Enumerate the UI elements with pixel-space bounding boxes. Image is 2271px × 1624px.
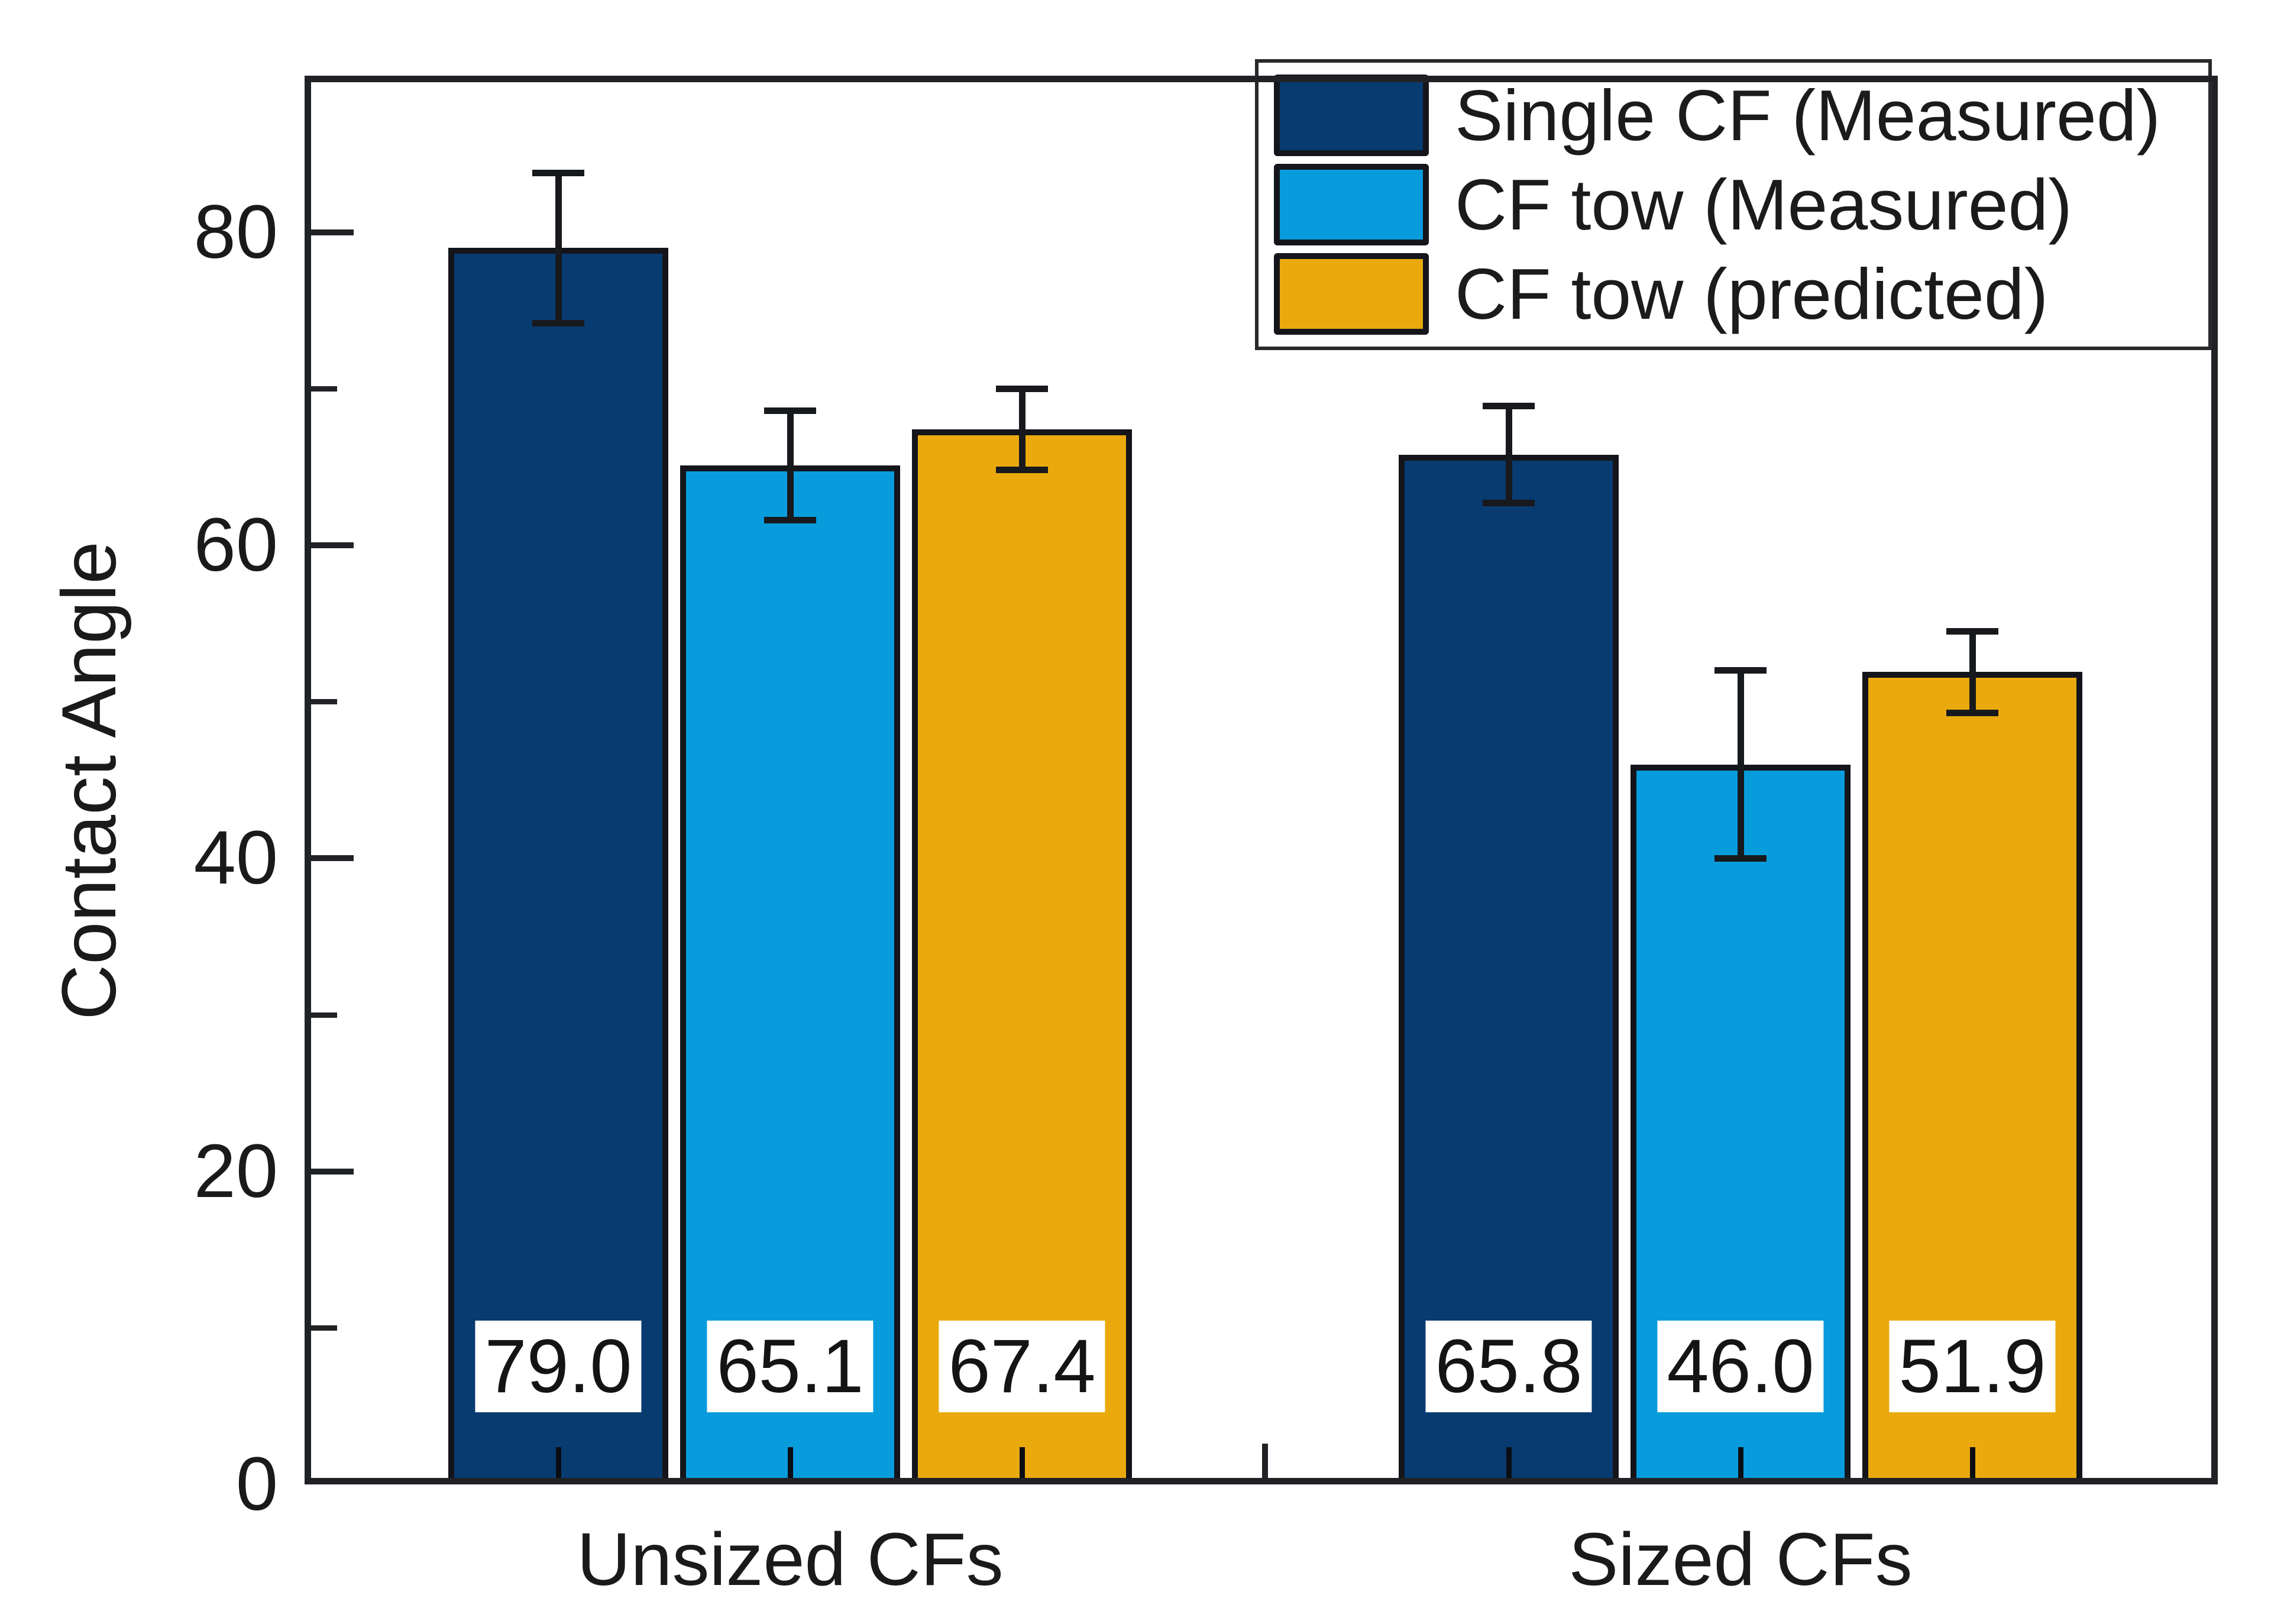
y-tick-major bbox=[311, 855, 354, 862]
error-bar-cap bbox=[532, 169, 584, 176]
legend-swatch-cf-tow-measured bbox=[1274, 164, 1429, 245]
error-bar-cap bbox=[1714, 855, 1767, 862]
bar bbox=[1399, 454, 1619, 1484]
error-bar bbox=[1969, 631, 1976, 713]
bar-center-tick bbox=[787, 1447, 793, 1480]
error-bar bbox=[787, 410, 794, 520]
error-bar-cap bbox=[996, 467, 1048, 474]
y-tick-label: 80 bbox=[193, 189, 278, 274]
legend-row: Single CF (Measured) bbox=[1274, 72, 2202, 158]
y-tick-minor bbox=[311, 699, 337, 705]
error-bar bbox=[1505, 406, 1512, 503]
error-bar-cap bbox=[1946, 628, 1998, 635]
legend-row: CF tow (Measured) bbox=[1274, 161, 2202, 248]
y-tick-major bbox=[311, 1168, 354, 1175]
error-bar-cap bbox=[764, 407, 816, 414]
y-tick-label: 40 bbox=[193, 816, 278, 901]
error-bar bbox=[1737, 670, 1744, 859]
error-bar-cap bbox=[1483, 402, 1535, 409]
value-label: 79.0 bbox=[475, 1320, 642, 1412]
y-tick-minor bbox=[311, 1012, 337, 1018]
x-axis-boundary-tick bbox=[1262, 1444, 1268, 1478]
bar bbox=[448, 248, 668, 1484]
y-tick-major bbox=[311, 229, 354, 235]
bar bbox=[680, 465, 900, 1484]
category-label: Sized CFs bbox=[1568, 1518, 1913, 1601]
error-bar-cap bbox=[1714, 667, 1767, 674]
y-tick-minor bbox=[311, 386, 337, 392]
legend-label: Single CF (Measured) bbox=[1455, 75, 2161, 156]
legend-row: CF tow (predicted) bbox=[1274, 251, 2202, 337]
bar-center-tick bbox=[1506, 1447, 1512, 1480]
bar-center-tick bbox=[555, 1447, 561, 1480]
bar-center-tick bbox=[1738, 1447, 1743, 1480]
bar-center-tick bbox=[1019, 1447, 1025, 1480]
y-tick-label: 20 bbox=[193, 1128, 278, 1214]
category-label: Unsized CFs bbox=[577, 1518, 1004, 1601]
value-label: 65.8 bbox=[1425, 1320, 1592, 1412]
error-bar-cap bbox=[1483, 500, 1535, 507]
error-bar bbox=[1018, 389, 1025, 470]
value-label: 51.9 bbox=[1889, 1320, 2056, 1412]
bar-center-tick bbox=[1969, 1447, 1975, 1480]
y-tick-label: 0 bbox=[235, 1442, 278, 1526]
error-bar-cap bbox=[764, 517, 816, 524]
error-bar bbox=[555, 173, 562, 323]
legend-swatch-cf-tow-predicted bbox=[1274, 253, 1429, 335]
legend-swatch-single-cf bbox=[1274, 75, 1429, 156]
value-label: 67.4 bbox=[939, 1320, 1105, 1412]
legend-label: CF tow (predicted) bbox=[1455, 254, 2049, 334]
y-tick-label: 60 bbox=[193, 503, 278, 587]
legend: Single CF (Measured) CF tow (Measured) C… bbox=[1255, 59, 2212, 350]
plot-area: 79.0 65.1 67.4 65.8 46.0 51.9 bbox=[305, 76, 2218, 1484]
plot-top-border-over-legend bbox=[1255, 76, 2218, 82]
y-tick-major bbox=[311, 542, 354, 548]
value-label: 65.1 bbox=[707, 1320, 874, 1412]
y-axis-title: Contact Angle bbox=[46, 541, 132, 1020]
y-tick-minor bbox=[311, 1325, 337, 1331]
error-bar-cap bbox=[996, 385, 1048, 392]
value-label: 46.0 bbox=[1657, 1320, 1824, 1412]
error-bar-cap bbox=[1946, 709, 1998, 716]
error-bar-cap bbox=[532, 319, 584, 326]
bar bbox=[912, 429, 1132, 1484]
legend-label: CF tow (Measured) bbox=[1455, 164, 2073, 245]
